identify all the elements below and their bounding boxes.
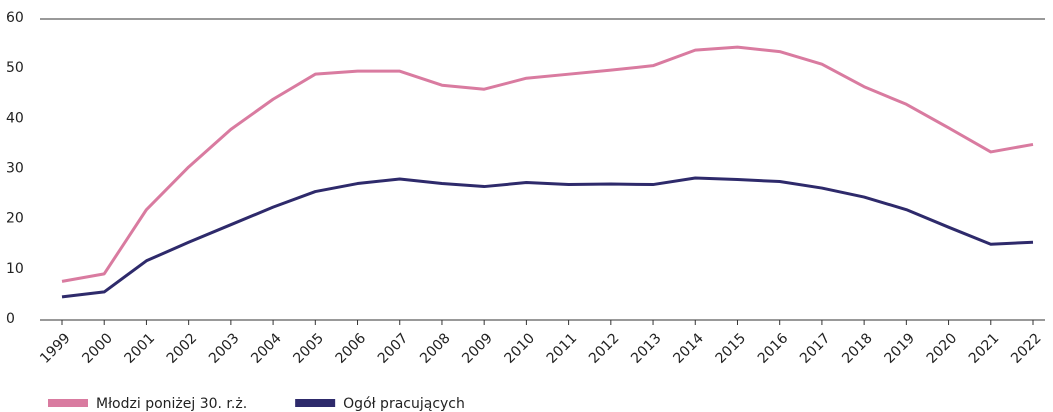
y-tick-label: 60: [6, 10, 24, 26]
x-tick-label: 2009: [459, 330, 496, 367]
y-tick-label: 0: [6, 311, 15, 327]
y-tick-label: 10: [6, 261, 24, 277]
x-tick-label: 1999: [37, 330, 74, 367]
x-tick-label: 2000: [79, 330, 116, 367]
x-tick-label: 2013: [628, 330, 665, 367]
x-tick-label: 2011: [544, 330, 581, 367]
x-tick-label: 2022: [1008, 330, 1045, 367]
x-tick-label: 2021: [966, 330, 1003, 367]
x-tick-label: 2001: [122, 330, 159, 367]
legend-swatch: [48, 399, 88, 407]
y-tick-label: 50: [6, 60, 24, 76]
x-tick-label: 2017: [797, 330, 834, 367]
x-tick-label: 2018: [839, 330, 876, 367]
x-tick-label: 2003: [206, 330, 243, 367]
x-tick-label: 2006: [333, 330, 370, 367]
x-tick-label: 2007: [375, 330, 412, 367]
y-tick-label: 30: [6, 161, 24, 177]
x-tick-label: 2015: [713, 330, 750, 367]
legend-label: Młodzi poniżej 30. r.ż.: [96, 396, 247, 412]
x-tick-label: 2012: [586, 330, 623, 367]
x-tick-label: 2005: [290, 330, 327, 367]
legend-swatch: [295, 399, 336, 407]
legend-label: Ogół pracujących: [343, 396, 465, 412]
y-tick-label: 20: [6, 211, 24, 227]
x-tick-label: 2010: [502, 330, 539, 367]
x-tick-label: 2008: [417, 330, 454, 367]
x-tick-label: 2004: [248, 330, 285, 367]
x-tick-label: 2016: [755, 330, 792, 367]
y-tick-label: 40: [6, 110, 24, 126]
x-tick-label: 2014: [670, 330, 707, 367]
line: [61, 45, 1034, 283]
x-tick-label: 2002: [164, 330, 201, 367]
x-tick-label: 2019: [881, 330, 918, 367]
line: [61, 176, 1034, 299]
x-tick-label: 2020: [924, 330, 961, 367]
